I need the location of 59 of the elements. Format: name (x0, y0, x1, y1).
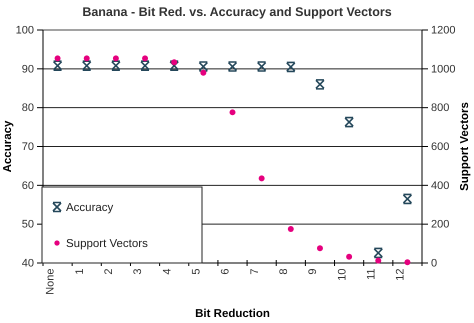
point (404, 259, 410, 266)
point (52, 60, 62, 72)
y-axis-title: Accuracy (2, 120, 14, 172)
point (198, 61, 208, 72)
point (230, 109, 236, 116)
y-tick-label: 40 (22, 258, 34, 270)
point (111, 60, 121, 72)
point (344, 116, 354, 128)
point (84, 55, 90, 62)
point (402, 194, 412, 204)
point (200, 70, 206, 76)
point (258, 175, 265, 182)
y2-axis-title: Support Vectors (459, 102, 471, 191)
point (256, 61, 266, 72)
x-tick-label: 6 (220, 268, 232, 275)
y2-tick-label: 600 (431, 141, 450, 154)
point (316, 245, 323, 252)
x-axis-title: Bit Reduction (195, 308, 270, 320)
y2-tick-label: 1000 (431, 63, 456, 76)
point (142, 55, 148, 62)
point (228, 61, 238, 72)
y2-tick-label: 0 (431, 258, 438, 270)
y-tick-label: 50 (22, 218, 34, 231)
y-tick-label: 70 (22, 141, 34, 154)
y2-tick-label: 400 (431, 180, 450, 192)
legend-label: Accuracy (66, 202, 114, 214)
point (82, 60, 92, 72)
x-tick-label: 5 (190, 268, 202, 275)
point (373, 248, 384, 258)
x-tick-label: None (44, 268, 57, 295)
point (140, 60, 150, 72)
point (171, 59, 178, 66)
x-tick-label: 1 (74, 268, 86, 275)
x-tick-label: 3 (132, 268, 144, 275)
x-tick-label: 7 (248, 268, 261, 275)
legend-label: Support Vectors (66, 238, 148, 250)
x-tick-label: 10 (336, 268, 348, 281)
x-tick-label: 2 (103, 268, 116, 275)
y-tick-label: 60 (22, 180, 34, 192)
point (112, 55, 119, 62)
x-tick-label: 12 (394, 268, 407, 281)
y2-tick-label: 200 (431, 218, 450, 231)
y-tick-label: 80 (22, 102, 34, 114)
point (169, 60, 179, 72)
chart-title: Banana - Bit Red. vs. Accuracy and Support Vectors (82, 5, 392, 19)
y2-tick-label: 800 (431, 102, 450, 114)
point (375, 258, 382, 264)
x-tick-label: 8 (278, 268, 290, 275)
point (54, 55, 61, 62)
point (288, 226, 294, 232)
y-tick-label: 100 (16, 24, 34, 37)
y-tick-label: 90 (22, 63, 34, 76)
x-tick-label: 4 (161, 268, 174, 275)
point (315, 79, 325, 90)
x-tick-label: 11 (365, 268, 378, 280)
y2-tick-label: 1200 (431, 24, 456, 37)
x-tick-label: 9 (307, 268, 320, 275)
point (346, 254, 352, 260)
point (286, 62, 296, 72)
